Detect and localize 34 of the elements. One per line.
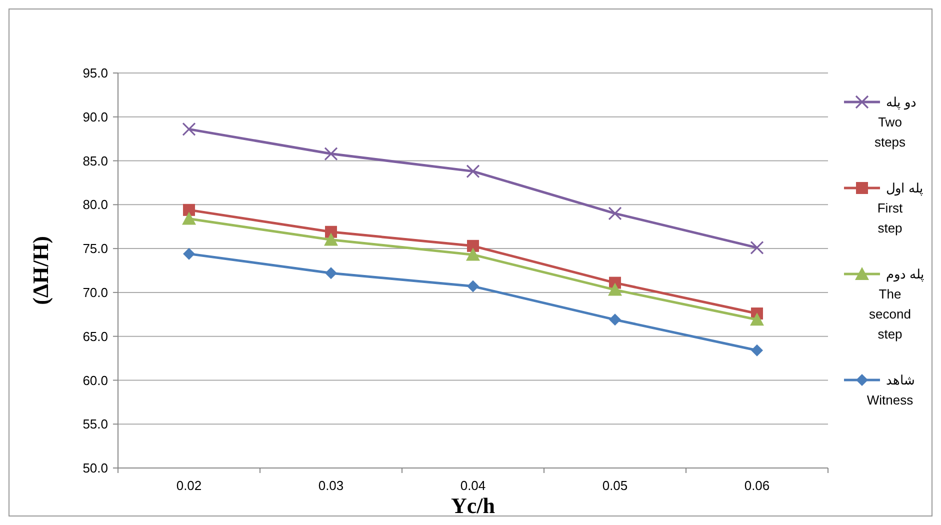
point (182, 212, 196, 225)
point (750, 240, 764, 254)
x-tick-label: 0.06 (744, 478, 770, 493)
point (608, 282, 622, 296)
point (466, 248, 480, 261)
x-axis-title: Yc/h (451, 493, 495, 518)
point (467, 240, 479, 252)
point (750, 312, 764, 326)
point (467, 280, 479, 292)
point (182, 122, 196, 136)
y-tick-label: 65.0 (82, 328, 108, 344)
y-tick-label: 60.0 (82, 372, 108, 388)
y-tick-label: 75.0 (82, 241, 108, 256)
y-tick-label: 80.0 (82, 197, 108, 212)
x-tick-label: 0.03 (318, 478, 344, 493)
point (324, 232, 338, 246)
point (183, 204, 195, 216)
y-tick-label: 85.0 (82, 153, 108, 168)
point (325, 267, 337, 280)
point (183, 248, 195, 260)
point (608, 206, 622, 220)
x-tick-label: 0.05 (602, 478, 628, 493)
point (751, 344, 763, 356)
y-tick-label: 95.0 (82, 66, 108, 81)
y-tick-label: 90.0 (82, 109, 108, 124)
x-tick-label: 0.02 (176, 478, 202, 493)
point (609, 314, 621, 326)
point (324, 146, 338, 161)
x-tick-label: 0.04 (460, 478, 486, 493)
y-axis-title: (ΔH/H) (28, 236, 53, 305)
y-tick-label: 55.0 (82, 416, 108, 432)
y-tick-label: 70.0 (82, 284, 108, 300)
point (466, 164, 480, 178)
y-tick-label: 50.0 (82, 460, 108, 476)
